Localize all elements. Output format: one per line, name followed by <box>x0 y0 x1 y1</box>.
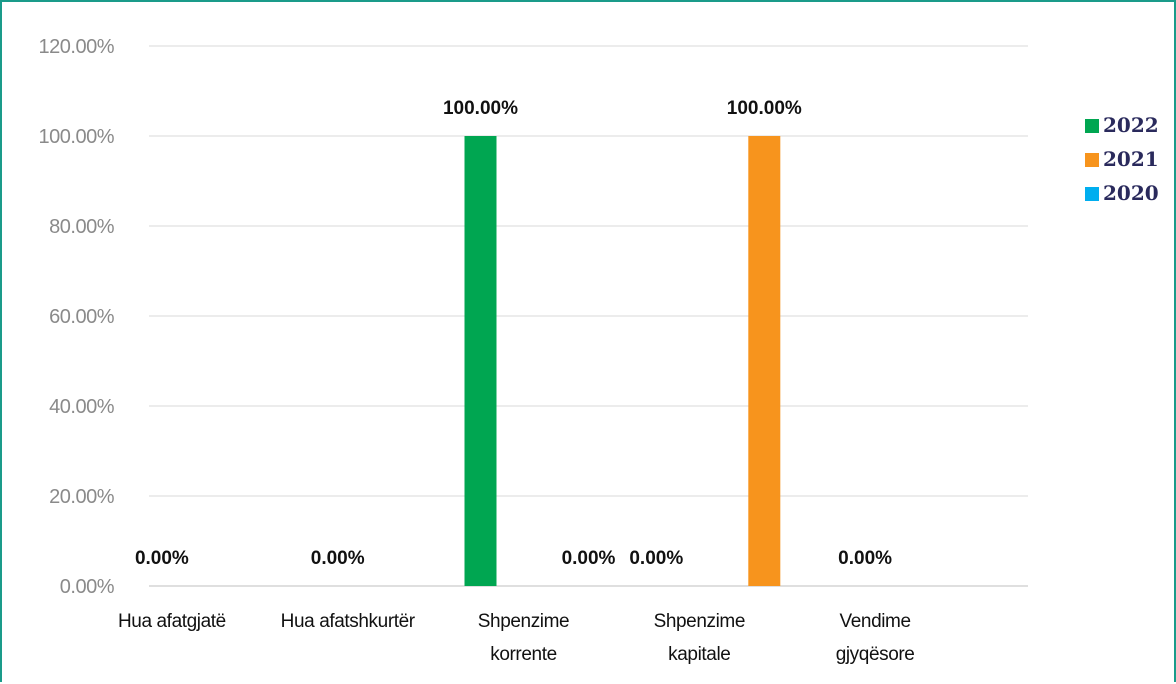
x-category-label: Shpenzime kapitale <box>654 611 745 665</box>
data-label: 0.00% <box>562 548 616 569</box>
y-tick-label: 40.00% <box>49 396 115 418</box>
legend-label-2020: 2020 <box>1103 181 1159 205</box>
y-tick-label: 60.00% <box>49 306 115 328</box>
x-category-label: Hua afatshkurtër <box>281 611 416 632</box>
legend-swatch-2020 <box>1085 187 1099 201</box>
data-label: 0.00% <box>838 548 892 569</box>
y-tick-label: 0.00% <box>60 576 115 598</box>
data-label: 0.00% <box>135 548 189 569</box>
data-label: 100.00% <box>443 98 518 119</box>
legend-swatch-2022 <box>1085 119 1099 133</box>
bar-2022-2 <box>464 136 497 586</box>
data-label: 100.00% <box>727 98 802 119</box>
legend-swatch-2021 <box>1085 153 1099 167</box>
legend-label-2021: 2021 <box>1103 147 1159 171</box>
y-tick-label: 80.00% <box>49 216 115 238</box>
x-category-label: Shpenzime korrente <box>478 611 569 665</box>
data-label: 0.00% <box>629 548 683 569</box>
y-tick-label: 120.00% <box>39 36 115 58</box>
y-tick-label: 100.00% <box>39 126 115 148</box>
data-label: 0.00% <box>311 548 365 569</box>
y-tick-label: 20.00% <box>49 486 115 508</box>
bar-2021-3 <box>748 136 781 586</box>
x-category-label: Hua afatgjatë <box>118 611 226 632</box>
legend-label-2022: 2022 <box>1103 113 1159 137</box>
x-category-label: Vendime gjyqësore <box>836 611 915 665</box>
